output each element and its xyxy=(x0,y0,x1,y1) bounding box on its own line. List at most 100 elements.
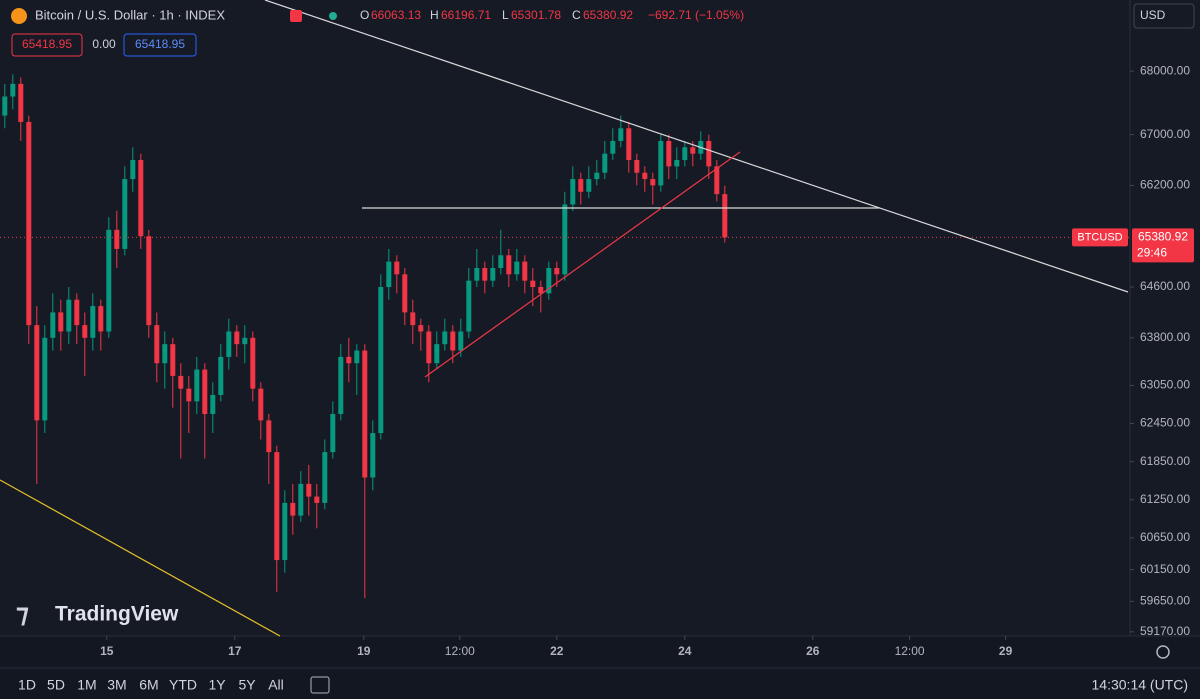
range-button[interactable]: 6M xyxy=(139,677,158,693)
range-button[interactable]: 1Y xyxy=(208,677,226,693)
y-tick-label: 60150.00 xyxy=(1140,562,1190,576)
trend-line xyxy=(264,0,1129,293)
market-status xyxy=(329,12,337,20)
candle-body xyxy=(482,267,488,281)
candle-body xyxy=(618,128,624,141)
candle-body xyxy=(202,369,208,415)
candle-body xyxy=(258,388,264,421)
y-tick-label: 62450.00 xyxy=(1140,416,1190,430)
currency[interactable]: USD xyxy=(1140,8,1166,22)
candle-body xyxy=(506,255,512,275)
candle-body xyxy=(514,261,520,275)
candle-body xyxy=(322,452,328,503)
candle-body xyxy=(98,306,104,332)
candle-body xyxy=(354,350,360,364)
x-tick-label: 12:00 xyxy=(445,644,475,658)
candle-body xyxy=(682,147,688,161)
status-icon xyxy=(290,10,302,22)
range-button[interactable]: 1D xyxy=(18,677,36,693)
candle-body xyxy=(194,369,200,402)
candle-body xyxy=(426,331,432,364)
candle-body xyxy=(402,274,408,313)
ohlc-key: H xyxy=(430,8,439,22)
candle-body xyxy=(642,172,648,180)
candle-body xyxy=(130,160,136,180)
candle-body xyxy=(306,483,312,497)
buy-button[interactable] xyxy=(123,33,197,57)
candle-body xyxy=(362,350,368,478)
y-tick-label: 64600.00 xyxy=(1140,279,1190,293)
candle-body xyxy=(50,312,56,338)
candle-body xyxy=(674,160,680,167)
candle-body xyxy=(474,267,480,281)
candle-body xyxy=(242,337,248,345)
candle-body xyxy=(658,140,664,186)
candle-body xyxy=(538,287,544,294)
candle-body xyxy=(314,496,320,503)
candle-body xyxy=(154,325,160,364)
candle-body xyxy=(90,306,96,338)
x-tick-label: 26 xyxy=(806,644,820,658)
candle-body xyxy=(226,331,232,357)
candle-body xyxy=(714,166,720,195)
candle-body xyxy=(42,337,48,421)
candle-body xyxy=(210,394,216,415)
candle-body xyxy=(498,255,504,268)
range-button[interactable]: 5D xyxy=(47,677,65,693)
candle-body xyxy=(234,331,240,345)
ohlc-low: 65301.78 xyxy=(511,8,561,22)
ohlc-close: 65380.92 xyxy=(583,8,633,22)
candle-body xyxy=(2,96,8,116)
candle-body xyxy=(554,267,560,275)
candle-body xyxy=(330,414,336,453)
candle-body xyxy=(114,229,120,249)
trend-line xyxy=(0,479,281,637)
candle-body xyxy=(18,83,24,122)
symbol-title: Bitcoin / U.S. Dollar · 1h · INDEX xyxy=(35,7,225,22)
candle-body xyxy=(434,344,440,364)
buy-price[interactable]: 65418.95 xyxy=(135,37,185,51)
candle-body xyxy=(10,83,16,97)
candle-body xyxy=(602,153,608,173)
candle-body xyxy=(610,140,616,154)
x-tick-label: 15 xyxy=(100,644,114,658)
candle-body xyxy=(138,160,144,237)
candle-body xyxy=(594,172,600,180)
candle-body xyxy=(490,267,496,281)
candle-body xyxy=(58,312,64,332)
candle-body xyxy=(82,325,88,338)
y-tick-label: 61250.00 xyxy=(1140,492,1190,506)
settings-icon[interactable] xyxy=(1156,645,1170,659)
range-button[interactable]: YTD xyxy=(169,677,197,693)
chart-pane xyxy=(0,0,1130,636)
range-button[interactable]: 3M xyxy=(107,677,126,693)
candle-body xyxy=(578,179,584,192)
ohlc-key: O xyxy=(360,8,369,22)
ohlc-open: 66063.13 xyxy=(371,8,421,22)
ohlc-change: −692.71 (−1.05%) xyxy=(648,8,744,22)
sell-button[interactable] xyxy=(11,33,83,57)
tv-logo: ⁊ xyxy=(16,598,29,628)
last-price-tag xyxy=(1132,228,1194,263)
candle-body xyxy=(250,337,256,389)
candle-body xyxy=(378,287,384,434)
currency-button[interactable] xyxy=(1133,3,1195,29)
date-range-icon[interactable] xyxy=(310,676,330,694)
y-tick-label: 63050.00 xyxy=(1140,378,1190,392)
candle-body xyxy=(34,325,40,421)
sell-price[interactable]: 65418.95 xyxy=(22,37,72,51)
candle-body xyxy=(706,140,712,167)
ohlc-key: L xyxy=(502,8,509,22)
candle-body xyxy=(690,147,696,154)
candle-body xyxy=(106,229,112,332)
symbol-tag xyxy=(1072,228,1128,247)
range-button[interactable]: 1M xyxy=(77,677,96,693)
candle-body xyxy=(530,280,536,288)
range-button[interactable]: 5Y xyxy=(238,677,256,693)
candle-body xyxy=(386,261,392,288)
range-button[interactable]: All xyxy=(268,677,284,693)
y-tick-label: 67000.00 xyxy=(1140,127,1190,141)
candle-body xyxy=(418,325,424,332)
y-tick-label: 63800.00 xyxy=(1140,330,1190,344)
candle-body xyxy=(146,236,152,326)
